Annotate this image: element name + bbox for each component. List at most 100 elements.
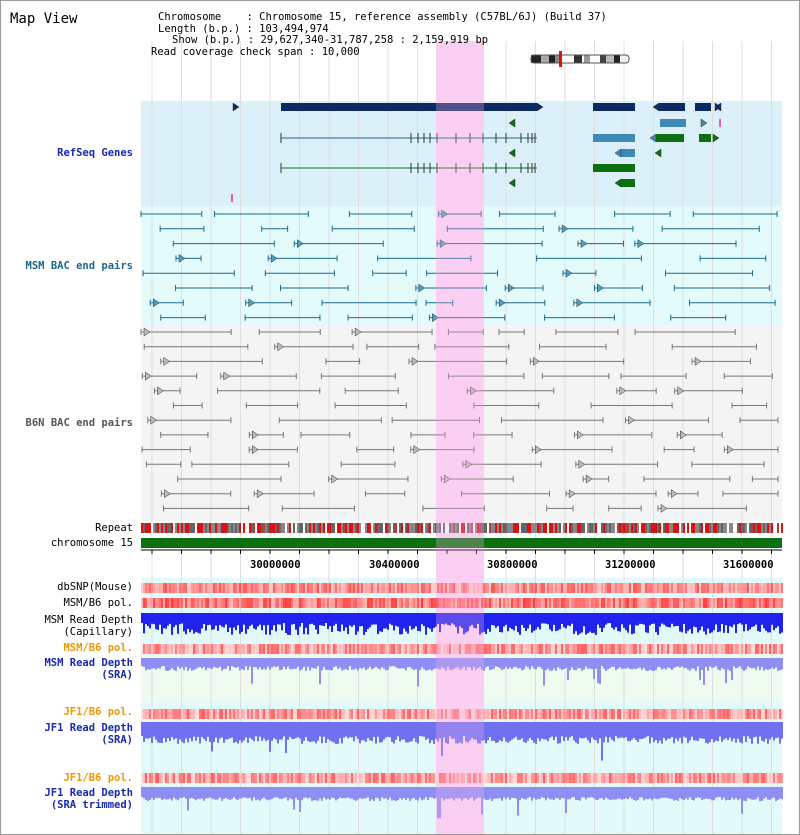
repeat-element [155,523,157,533]
jf1-b6-pol-trim-heat [481,773,483,783]
repeat-element [669,523,671,533]
jf1-depth-trim-bar [737,787,739,801]
repeat-element [373,523,375,533]
msm-b6-pol-heat [175,598,177,608]
jf1-b6-pol-heat [147,709,149,719]
jf1-b6-pol-heat [171,709,173,719]
jf1-depth-sra-bar [337,722,339,744]
msm-depth-capillary-bar [399,613,401,635]
msm-depth-sra-bar [459,658,461,670]
msm-depth-sra-bar [369,658,371,667]
msm-depth-sra-bar [513,658,515,668]
repeat-element [183,523,185,533]
msm-b6-pol-heat [591,598,593,608]
msm-b6-pol-heat [705,598,707,608]
jf1-b6-pol-heat [549,709,551,719]
jf1-b6-pol-trim-heat [397,773,399,783]
jf1-depth-trim-bar [315,787,317,801]
jf1-b6-pol-trim-heat [195,773,197,783]
jf1-b6-pol-heat [735,709,737,719]
dbsnp-heat [519,583,521,593]
msm-b6-pol-sra-heat [641,644,643,654]
msm-b6-pol-heat [775,598,777,608]
jf1-b6-pol-heat [757,709,759,719]
msm-b6-pol-sra-heat [433,644,435,654]
msm-depth-capillary-bar [391,613,393,626]
dbsnp-heat [687,583,689,593]
msm-b6-pol-heat [563,598,565,608]
msm-depth-capillary-bar [487,613,489,629]
msm-depth-capillary-bar [571,613,573,624]
msm-b6-pol-heat [331,598,333,608]
dbsnp-heat [473,583,475,593]
msm-b6-pol-heat [207,598,209,608]
jf1-depth-sra-bar [457,722,459,744]
jf1-b6-pol-heat [267,709,269,719]
repeat-element [521,523,523,533]
jf1-b6-pol-trim-heat [639,773,641,783]
jf1-depth-sra-bar [517,722,519,741]
msm-depth-sra-bar [423,658,425,670]
dbsnp-heat [345,583,347,593]
msm-depth-sra-bar [157,658,159,668]
jf1-depth-sra-bar [701,722,703,739]
gene-body [593,134,635,142]
repeat-element [565,523,567,533]
jf1-depth-trim-bar [427,787,429,801]
msm-depth-sra-bar [685,658,687,669]
msm-b6-pol-sra-heat [739,644,741,654]
jf1-depth-sra-bar [525,722,527,743]
jf1-b6-pol-trim-heat [309,773,311,783]
repeat-element [709,523,711,533]
msm-b6-pol-heat [395,598,397,608]
msm-depth-capillary-bar [309,613,311,625]
jf1-b6-pol-heat [709,709,711,719]
jf1-b6-pol-trim-heat [485,773,487,783]
msm-depth-capillary-bar [345,613,347,628]
jf1-b6-pol-heat [729,709,731,719]
dbsnp-heat [609,583,611,593]
jf1-depth-trim-bar [463,787,465,799]
jf1-depth-trim-bar [511,787,513,798]
jf1-depth-trim-bar [587,787,589,798]
jf1-depth-trim-bar [707,787,709,799]
dbsnp-heat [717,583,719,593]
repeat-element [557,523,559,533]
dbsnp-heat [249,583,251,593]
jf1-depth-trim-bar [477,787,479,798]
msm-depth-capillary-bar [613,613,615,630]
jf1-depth-sra-bar [431,722,433,741]
msm-b6-pol-sra-heat [767,644,769,654]
jf1-depth-sra-bar [381,722,383,743]
msm-depth-capillary-bar [379,613,381,632]
repeat-element [309,523,311,533]
dbsnp-heat [233,583,235,593]
jf1-depth-sra-bar [273,722,275,739]
msm-b6-pol-sra-heat [255,644,257,654]
jf1-b6-pol-trim-heat [193,773,195,783]
msm-depth-capillary-bar [649,613,651,626]
msm-b6-pol-sra-heat [415,644,417,654]
jf1-b6-pol-heat [435,709,437,719]
repeat-element [405,523,407,533]
jf1-depth-sra-bar [531,722,533,741]
jf1-depth-trim-bar [169,787,171,799]
jf1-depth-trim-bar [727,787,729,800]
jf1-depth-trim-bar [631,787,633,799]
msm-b6-pol-sra-heat [735,644,737,654]
msm-depth-capillary-bar [449,613,451,626]
msm-depth-sra-bar [483,658,485,671]
jf1-b6-pol-heat [779,709,781,719]
repeat-element [297,523,299,533]
jf1-depth-sra-bar [469,722,471,741]
msm-depth-sra-bar [289,658,291,670]
repeat-element [519,523,521,533]
repeat-element [385,523,387,533]
jf1-depth-trim-bar [373,787,375,801]
jf1-depth-sra-bar [399,722,401,742]
dbsnp-heat [595,583,597,593]
jf1-depth-trim-bar [731,787,733,798]
msm-depth-capillary-bar [695,613,697,628]
